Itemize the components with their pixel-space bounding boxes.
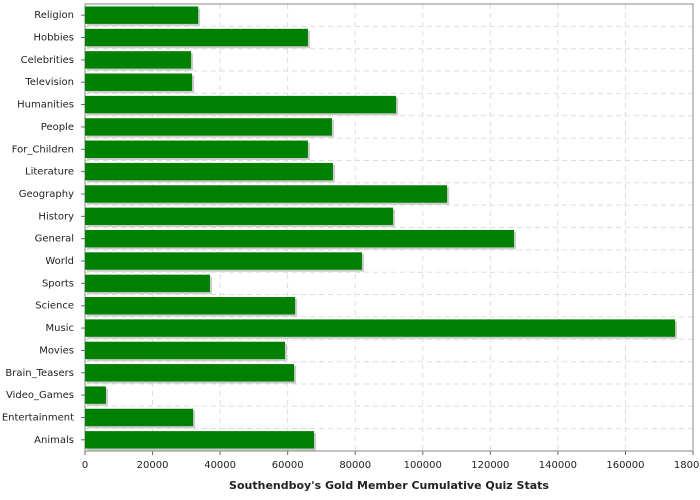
y-tick-label: Sports (42, 278, 74, 289)
y-tick-label: Television (24, 77, 74, 88)
y-tick-label: Celebrities (21, 55, 74, 66)
y-tick-label: People (41, 122, 74, 133)
y-tick-label: General (35, 234, 74, 245)
bar (85, 364, 295, 382)
y-tick-label: World (45, 256, 74, 267)
x-tick-label: 40000 (204, 460, 236, 471)
x-tick-label: 100000 (404, 460, 442, 471)
y-tick-label: History (38, 211, 74, 222)
bar (85, 51, 192, 69)
y-tick-label: Religion (34, 10, 74, 21)
x-tick-label: 180000 (674, 460, 700, 471)
bar (85, 386, 106, 404)
bar (85, 162, 333, 181)
y-tick-label: Music (46, 323, 74, 334)
x-tick-label: 160000 (606, 460, 644, 471)
x-tick-label: 0 (82, 460, 88, 471)
y-tick-label: Humanities (17, 100, 74, 111)
bar (85, 431, 315, 449)
x-tick-label: 20000 (137, 460, 169, 471)
bar (85, 73, 193, 91)
x-tick-label: 80000 (339, 460, 371, 471)
y-tick-label: Brain_Teasers (5, 368, 74, 379)
bar (85, 274, 210, 293)
chart-title: Southendboy's Gold Member Cumulative Qui… (229, 479, 549, 492)
bar (85, 185, 448, 203)
y-tick-label: Entertainment (2, 412, 74, 423)
bar (85, 6, 199, 24)
y-tick-label: Hobbies (34, 33, 74, 44)
bar (85, 118, 332, 136)
bar (85, 28, 308, 47)
y-tick-label: Animals (34, 435, 74, 446)
bar (85, 319, 676, 337)
y-tick-label: Science (35, 301, 74, 312)
plot-frame (84, 3, 694, 452)
y-tick-label: Literature (25, 167, 74, 178)
y-tick-label: Geography (19, 189, 74, 200)
bar (85, 297, 296, 315)
bar (85, 229, 514, 248)
bar (85, 341, 285, 360)
y-tick-label: For_Children (12, 144, 74, 155)
y-tick-label: Movies (39, 345, 74, 356)
x-tick-label: 60000 (272, 460, 304, 471)
bar (85, 140, 308, 158)
y-tick-label: Video_Games (6, 390, 74, 401)
x-tick-label: 140000 (539, 460, 577, 471)
bar (85, 207, 394, 226)
bar (85, 252, 362, 270)
x-tick-label: 120000 (471, 460, 509, 471)
bar (85, 95, 397, 114)
bar (85, 408, 194, 427)
